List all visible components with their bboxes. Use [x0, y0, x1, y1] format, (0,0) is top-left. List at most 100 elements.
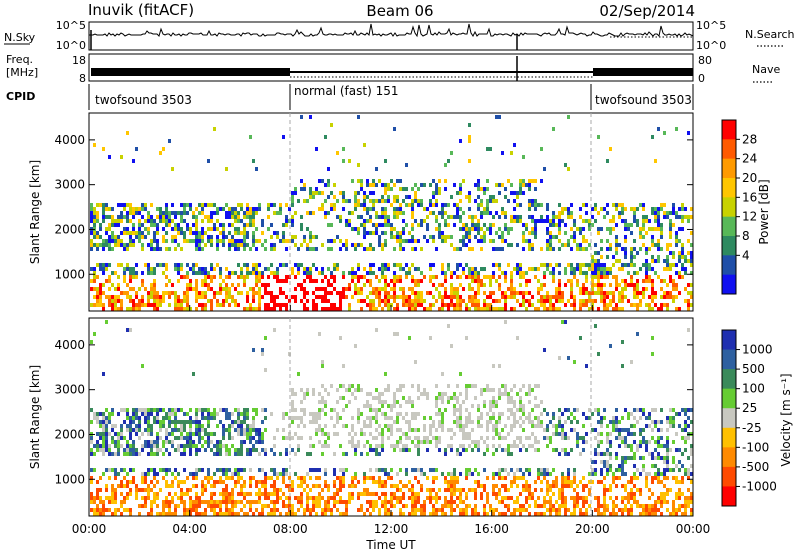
heatmap-cell [576, 283, 579, 287]
heatmap-cell [366, 404, 369, 408]
heatmap-cell [396, 231, 399, 235]
heatmap-cell [609, 247, 612, 251]
freq-band [91, 68, 290, 76]
heatmap-cell [501, 448, 504, 452]
heatmap-cell [249, 448, 252, 452]
heatmap-cell [378, 287, 381, 291]
heatmap-cell [435, 492, 438, 496]
heatmap-cell [372, 476, 375, 480]
heatmap-cell [123, 496, 126, 500]
heatmap-cell [213, 412, 216, 416]
heatmap-cell [573, 408, 576, 412]
heatmap-cell [456, 416, 459, 420]
heatmap-cell [414, 436, 417, 440]
heatmap-cell [417, 295, 420, 299]
heatmap-cell [564, 452, 567, 456]
heatmap-cell [342, 472, 345, 476]
heatmap-cell [93, 295, 96, 299]
heatmap-cell [456, 263, 459, 267]
heatmap-cell [381, 195, 384, 199]
heatmap-cell [423, 424, 426, 428]
heatmap-cell [540, 263, 543, 267]
heatmap-cell [90, 203, 93, 207]
heatmap-cell [465, 235, 468, 239]
heatmap-cell [351, 436, 354, 440]
heatmap-cell [582, 436, 585, 440]
heatmap-cell [222, 243, 225, 247]
heatmap-cell [393, 295, 396, 299]
heatmap-cell [456, 384, 459, 388]
heatmap-cell [537, 472, 540, 476]
heatmap-cell [615, 287, 618, 291]
heatmap-cell [135, 424, 138, 428]
heatmap-cell [264, 472, 267, 476]
heatmap-cell [258, 291, 261, 295]
heatmap-cell [315, 484, 318, 488]
heatmap-cell [504, 384, 507, 388]
heatmap-cell [369, 231, 372, 235]
heatmap-cell [435, 183, 438, 187]
heatmap-cell [522, 488, 525, 492]
heatmap-cell [246, 291, 249, 295]
heatmap-cell [207, 468, 210, 472]
heatmap-cell [288, 476, 291, 480]
heatmap-cell [318, 476, 321, 480]
heatmap-cell [501, 151, 504, 155]
heatmap-cell [264, 336, 267, 340]
heatmap-cell [186, 287, 189, 291]
heatmap-cell [363, 199, 366, 203]
heatmap-cell [522, 239, 525, 243]
heatmap-cell [681, 255, 684, 259]
heatmap-cell [648, 412, 651, 416]
heatmap-cell [387, 183, 390, 187]
heatmap-cell [399, 179, 402, 183]
heatmap-cell [393, 279, 396, 283]
heatmap-cell [492, 291, 495, 295]
heatmap-cell [216, 504, 219, 508]
heatmap-cell [183, 412, 186, 416]
heatmap-cell [387, 295, 390, 299]
heatmap-cell [132, 444, 135, 448]
heatmap-cell [465, 396, 468, 400]
heatmap-cell [366, 500, 369, 504]
heatmap-cell [393, 235, 396, 239]
heatmap-cell [636, 251, 639, 255]
heatmap-cell [144, 287, 147, 291]
heatmap-cell [405, 271, 408, 275]
heatmap-cell [651, 279, 654, 283]
heatmap-cell [546, 291, 549, 295]
heatmap-cell [459, 508, 462, 512]
heatmap-cell [609, 456, 612, 460]
heatmap-cell [321, 428, 324, 432]
heatmap-cell [657, 243, 660, 247]
heatmap-cell [318, 287, 321, 291]
heatmap-cell [363, 267, 366, 271]
heatmap-cell [255, 291, 258, 295]
heatmap-cell [672, 295, 675, 299]
heatmap-cell [609, 299, 612, 303]
heatmap-cell [180, 219, 183, 223]
heatmap-cell [201, 412, 204, 416]
heatmap-cell [327, 179, 330, 183]
heatmap-cell [384, 279, 387, 283]
heatmap-cell [405, 239, 408, 243]
heatmap-cell [201, 247, 204, 251]
heatmap-cell [165, 436, 168, 440]
heatmap-cell [474, 480, 477, 484]
heatmap-cell [621, 279, 624, 283]
heatmap-cell [183, 428, 186, 432]
heatmap-cell [546, 299, 549, 303]
heatmap-cell [555, 432, 558, 436]
heatmap-cell [318, 191, 321, 195]
heatmap-cell [132, 408, 135, 412]
heatmap-cell [321, 496, 324, 500]
heatmap-cell [384, 400, 387, 404]
heatmap-cell [654, 500, 657, 504]
heatmap-cell [438, 488, 441, 492]
heatmap-cell [249, 504, 252, 508]
heatmap-cell [162, 452, 165, 456]
heatmap-cell [624, 207, 627, 211]
heatmap-cell [150, 243, 153, 247]
heatmap-cell [123, 275, 126, 279]
heatmap-cell [108, 412, 111, 416]
